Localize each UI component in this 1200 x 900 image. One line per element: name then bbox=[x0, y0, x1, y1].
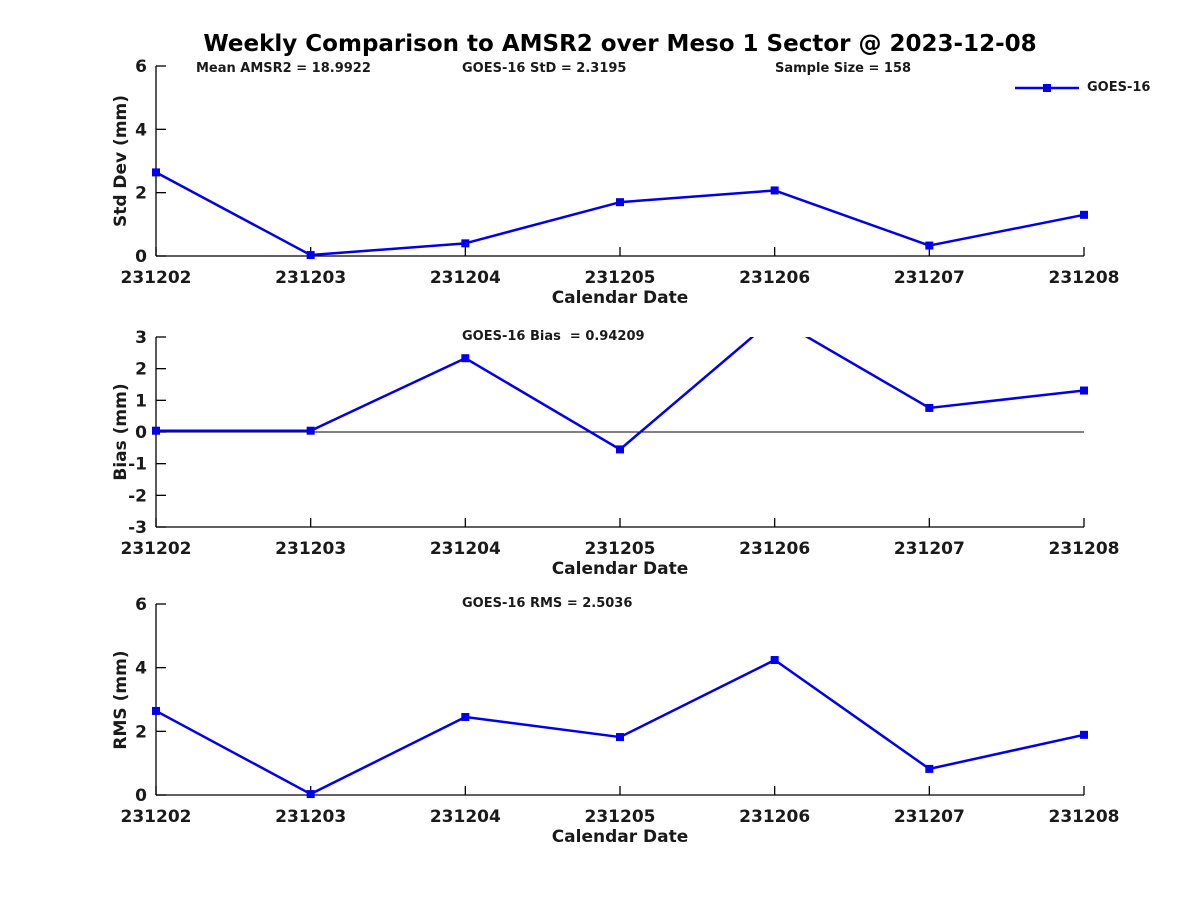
annotation-goes16-bias: GOES-16 Bias = 0.94209 bbox=[462, 329, 645, 344]
x-tick-label: 231208 bbox=[1049, 268, 1120, 288]
x-tick-label: 231202 bbox=[121, 539, 192, 559]
x-tick-label: 231208 bbox=[1049, 539, 1120, 559]
legend-label: GOES-16 bbox=[1087, 80, 1151, 95]
x-tick-label: 231202 bbox=[121, 807, 192, 827]
data-point-marker bbox=[306, 251, 315, 260]
legend: GOES-16 bbox=[1014, 80, 1150, 95]
data-point-marker bbox=[770, 186, 779, 195]
data-point-marker bbox=[925, 241, 934, 250]
annotation-goes16-std: GOES-16 StD = 2.3195 bbox=[462, 61, 627, 76]
annotation-mean-amsr2: Mean AMSR2 = 18.9922 bbox=[196, 61, 371, 76]
y-tick-label: 6 bbox=[135, 595, 147, 615]
data-point-marker bbox=[1080, 386, 1088, 395]
x-tick-label: 231202 bbox=[121, 268, 192, 288]
data-point-marker bbox=[461, 239, 470, 248]
data-point-marker bbox=[461, 713, 470, 722]
y-tick-label: 2 bbox=[135, 722, 147, 742]
y-tick-label: -3 bbox=[128, 518, 147, 538]
x-tick-label: 231204 bbox=[430, 539, 501, 559]
x-tick-label: 231203 bbox=[275, 539, 346, 559]
x-tick-label: 231203 bbox=[275, 268, 346, 288]
ylabel-rms: RMS (mm) bbox=[111, 650, 131, 750]
x-tick-label: 231206 bbox=[739, 807, 810, 827]
ylabel-stddev: Std Dev (mm) bbox=[111, 94, 131, 228]
x-tick-label: 231203 bbox=[275, 807, 346, 827]
y-tick-label: -2 bbox=[128, 486, 147, 506]
x-tick-label: 231207 bbox=[894, 268, 965, 288]
x-tick-label: 231206 bbox=[739, 539, 810, 559]
data-point-marker bbox=[152, 706, 160, 715]
y-tick-label: 4 bbox=[135, 120, 147, 140]
chart-title: Weekly Comparison to AMSR2 over Meso 1 S… bbox=[203, 31, 1037, 57]
xlabel-stddev: Calendar Date bbox=[551, 288, 689, 308]
x-tick-label: 231205 bbox=[585, 807, 656, 827]
data-point-marker bbox=[1080, 730, 1088, 739]
data-point-marker bbox=[152, 168, 160, 177]
y-tick-label: 1 bbox=[135, 391, 147, 411]
legend-square-marker-icon bbox=[1043, 83, 1051, 92]
data-point-marker bbox=[1080, 210, 1088, 219]
data-point-marker bbox=[925, 764, 934, 773]
ylabel-bias: Bias (mm) bbox=[111, 383, 131, 481]
y-tick-label: 0 bbox=[135, 786, 147, 806]
data-point-marker bbox=[461, 354, 470, 363]
y-tick-label: 3 bbox=[135, 328, 147, 348]
data-line bbox=[155, 171, 1085, 257]
legend-line-sample bbox=[1015, 83, 1079, 92]
x-tick-label: 231207 bbox=[894, 539, 965, 559]
y-tick-label: 2 bbox=[135, 360, 147, 380]
data-point-marker bbox=[306, 426, 315, 435]
x-tick-label: 231206 bbox=[739, 268, 810, 288]
data-point-marker bbox=[925, 403, 934, 412]
annotation-goes16-rms: GOES-16 RMS = 2.5036 bbox=[462, 596, 633, 611]
xlabel-rms: Calendar Date bbox=[551, 827, 689, 847]
x-tick-label: 231208 bbox=[1049, 807, 1120, 827]
data-point-marker bbox=[306, 790, 315, 799]
data-point-marker bbox=[616, 445, 624, 454]
y-tick-label: 6 bbox=[135, 57, 147, 77]
xlabel-bias: Calendar Date bbox=[551, 559, 689, 579]
x-tick-label: 231204 bbox=[430, 807, 501, 827]
y-tick-label: 0 bbox=[135, 423, 147, 443]
y-tick-label: 2 bbox=[135, 184, 147, 204]
data-point-marker bbox=[616, 733, 624, 742]
x-tick-label: 231205 bbox=[585, 268, 656, 288]
data-point-marker bbox=[770, 656, 779, 665]
data-point-marker bbox=[616, 198, 624, 207]
x-tick-label: 231204 bbox=[430, 268, 501, 288]
y-tick-label: 0 bbox=[135, 247, 147, 267]
annotation-sample-size: Sample Size = 158 bbox=[775, 61, 912, 76]
data-line bbox=[155, 658, 1085, 796]
y-tick-label: 4 bbox=[135, 659, 147, 679]
x-tick-label: 231207 bbox=[894, 807, 965, 827]
y-tick-label: -1 bbox=[128, 455, 147, 475]
data-point-marker bbox=[152, 426, 160, 435]
x-tick-label: 231205 bbox=[585, 539, 656, 559]
